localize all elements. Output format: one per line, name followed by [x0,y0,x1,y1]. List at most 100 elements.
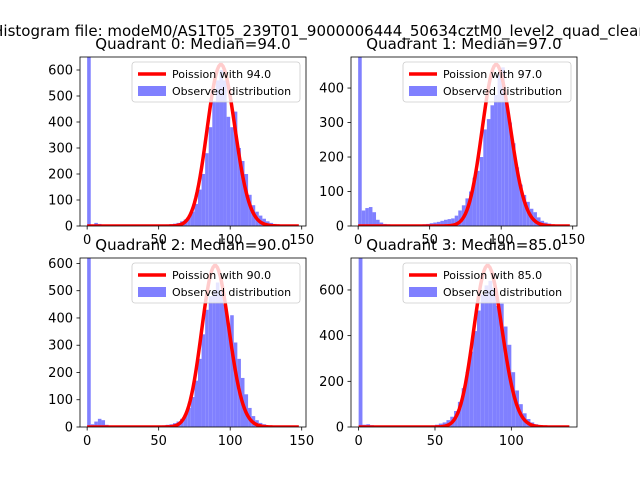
quadrant-3-axes-frame [350,257,578,428]
histogram-bar [87,57,91,226]
histogram-bar [201,174,206,226]
y-tick-label: 400 [319,329,344,344]
histogram-bar [201,334,206,427]
histogram-bar [479,157,484,226]
y-tick-label: 500 [48,284,73,299]
histogram-bar [511,372,516,427]
histogram-bar [194,203,199,226]
x-tick-label: 50 [150,434,167,449]
histogram-bar [358,57,362,226]
histogram-bar [240,161,245,226]
y-tick-label: 200 [48,366,73,381]
histogram-bar [194,380,199,427]
histogram-bar [465,372,470,427]
x-tick-label: 50 [150,233,167,248]
x-tick-label: 50 [421,233,438,248]
histogram-bar [451,218,455,226]
legend-line-label: Poission with 97.0 [443,68,542,81]
histogram-bar [436,221,441,226]
x-tick-label: 100 [489,233,514,248]
legend-box [402,262,572,304]
x-tick-label: 150 [289,434,314,449]
histogram-bar [511,143,516,226]
histogram-bar [443,219,448,226]
y-tick-label: 200 [48,168,73,183]
histogram-bar [503,326,508,427]
x-tick-label: 100 [218,233,243,248]
histogram-bar [372,212,377,226]
histogram-bar [226,116,231,226]
histogram-bar [457,401,462,427]
x-tick-label: 0 [354,233,362,248]
histogram-bar [208,296,213,427]
histogram-bar [230,315,234,427]
histogram-bar [492,287,497,427]
legend-bar-label: Observed distribution [443,286,562,299]
quadrant-3-panel: Quadrant 3: Median=85.0 0 50 100 0 200 400 600 P… [319,236,578,449]
histogram-bar [198,358,202,427]
histogram-bar [187,407,191,427]
histogram-bar [469,191,473,226]
y-tick-label: 200 [319,151,344,166]
histogram-bar [190,397,195,427]
x-tick-label: 50 [427,434,444,449]
x-tick-label: 150 [289,233,314,248]
y-tick-label: 200 [319,375,344,390]
quadrant-2-title: Quadrant 2: Median=90.0 [95,236,290,254]
histogram-bar [476,170,480,226]
x-tick-label: 100 [218,434,243,449]
quadrant-3-poisson-line [358,263,570,427]
legend-bar-label: Observed distribution [443,85,562,98]
x-tick-label: 0 [83,434,91,449]
histogram-bar [215,80,220,226]
y-tick-label: 300 [319,116,344,131]
y-tick-label: 400 [48,311,73,326]
quadrant-1-panel: Quadrant 1: Median=97.0 0 50 100 150 0 100 200 3… [319,35,585,248]
histogram-bar [97,418,102,427]
quadrant-2-axes-frame [79,257,307,428]
legend-line-label: Poission with 90.0 [172,269,271,282]
histogram-bar [226,323,231,427]
legend-line-label: Poission with 85.0 [443,269,542,282]
histogram-bar [248,194,252,226]
x-tick-label: 100 [499,434,524,449]
histogram-bar [361,210,366,226]
histogram-bar [101,420,106,427]
histogram-bar [368,207,373,226]
histogram-bar [458,210,462,226]
legend-box [131,262,301,304]
histogram-bar [244,174,249,226]
histogram-bar [190,211,195,226]
y-tick-label: 300 [48,339,73,354]
y-tick-label: 400 [48,116,73,131]
histogram-bar [496,305,500,427]
histogram-bar [187,216,191,226]
histogram-bar [87,258,91,427]
legend-bar-swatch [138,287,166,297]
histogram-bar [198,189,202,226]
histogram-bar [476,310,481,427]
histogram-bar [183,414,188,427]
y-tick-label: 0 [336,220,344,235]
legend-bar-swatch [409,86,437,96]
histogram-bar [488,280,493,427]
histogram-bar [484,285,489,427]
histogram-bar [215,282,220,427]
figure-suptitle: Histogram file: modeM0/AS1T05_239T01_900… [0,22,640,41]
quadrant-1-title: Quadrant 1: Median=97.0 [366,35,561,53]
histogram-bar [94,421,98,427]
quadrant-2-panel: Quadrant 2: Median=90.0 0 50 100 150 0 100 200 3… [48,236,314,449]
quadrant-2-legend: Poission with 90.0 Observed distribution [131,262,301,304]
histogram-bar [223,80,227,226]
legend-line-label: Poission with 94.0 [172,68,271,81]
quadrant-0-poisson-line [87,62,299,226]
histogram-bar [501,67,505,226]
histogram-bar [490,105,495,226]
histogram-bar [454,215,459,226]
quadrant-1-poisson-line [358,62,570,226]
y-tick-label: 0 [336,421,344,436]
histogram-bar [447,219,452,226]
histogram-bar [440,220,444,226]
quadrant-3-title: Quadrant 3: Median=85.0 [366,236,561,254]
